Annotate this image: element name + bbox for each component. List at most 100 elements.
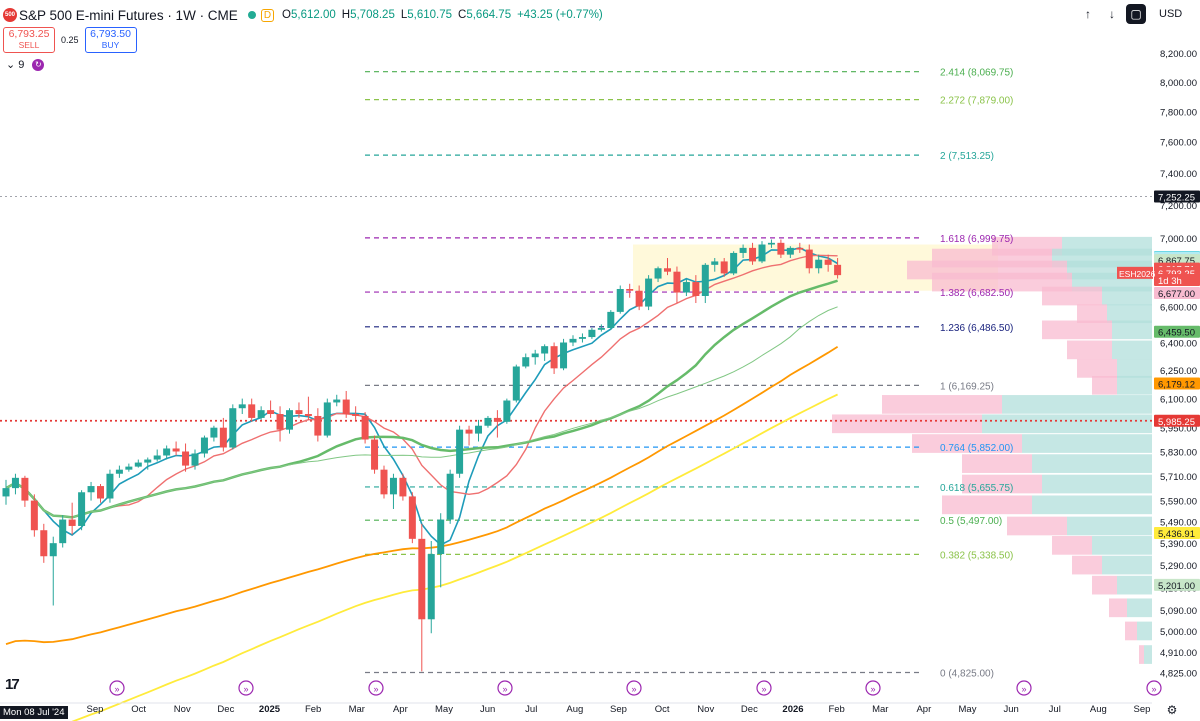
candle-body[interactable]: [257, 410, 265, 418]
candle-body[interactable]: [815, 259, 823, 269]
symbol-title[interactable]: S&P 500 E-mini Futures · 1W · CME: [19, 7, 238, 23]
candle-body[interactable]: [456, 429, 464, 474]
candle-body[interactable]: [616, 288, 624, 312]
event-marker-icon[interactable]: [109, 680, 125, 696]
candle-body[interactable]: [418, 538, 426, 620]
candle-body[interactable]: [342, 399, 350, 415]
candle-body[interactable]: [172, 448, 180, 452]
candle-body[interactable]: [635, 290, 643, 307]
candle-body[interactable]: [238, 404, 246, 409]
candle-body[interactable]: [701, 264, 709, 296]
candle-body[interactable]: [2, 488, 10, 497]
candle-body[interactable]: [229, 408, 237, 448]
candle-body[interactable]: [465, 429, 473, 434]
candle-body[interactable]: [267, 410, 275, 415]
candle-body[interactable]: [578, 337, 586, 339]
upload-icon[interactable]: ↑: [1085, 7, 1091, 21]
candle-body[interactable]: [626, 288, 634, 291]
candle-body[interactable]: [531, 353, 539, 358]
event-marker-icon[interactable]: [1146, 680, 1162, 696]
candle-body[interactable]: [560, 342, 568, 369]
settings-gear-icon[interactable]: ⚙: [1166, 703, 1178, 717]
candle-body[interactable]: [323, 402, 331, 436]
candle-body[interactable]: [399, 477, 407, 497]
candle-body[interactable]: [40, 530, 48, 557]
candle-body[interactable]: [522, 357, 530, 367]
candle-body[interactable]: [125, 466, 133, 470]
candle-body[interactable]: [512, 366, 520, 401]
tradingview-logo-icon[interactable]: 17: [5, 676, 20, 693]
download-icon[interactable]: ↓: [1109, 7, 1115, 21]
candle-body[interactable]: [777, 242, 785, 255]
event-marker-icon[interactable]: [626, 680, 642, 696]
event-marker-icon[interactable]: [865, 680, 881, 696]
candle-body[interactable]: [654, 268, 662, 279]
price-axis[interactable]: [1152, 0, 1200, 721]
candle-body[interactable]: [720, 261, 728, 274]
sync-icon[interactable]: ↻: [32, 58, 45, 71]
candle-body[interactable]: [427, 554, 435, 620]
candle-body[interactable]: [730, 252, 738, 274]
candle-body[interactable]: [550, 346, 558, 369]
candle-body[interactable]: [484, 417, 492, 426]
candle-body[interactable]: [144, 459, 152, 463]
candle-body[interactable]: [304, 414, 312, 416]
candle-body[interactable]: [295, 410, 303, 415]
candle-body[interactable]: [106, 473, 114, 499]
candle-body[interactable]: [248, 404, 256, 418]
candle-body[interactable]: [68, 519, 76, 526]
candle-body[interactable]: [210, 427, 218, 438]
candle-body[interactable]: [153, 455, 161, 460]
candle-body[interactable]: [711, 261, 719, 265]
candle-body[interactable]: [219, 427, 227, 448]
candle-body[interactable]: [49, 543, 57, 557]
fullscreen-icon[interactable]: ▢: [1126, 4, 1146, 24]
candle-body[interactable]: [749, 247, 757, 262]
candle-body[interactable]: [824, 259, 832, 265]
candle-body[interactable]: [163, 448, 171, 456]
candle-body[interactable]: [437, 519, 445, 555]
candle-body[interactable]: [115, 469, 123, 474]
candle-body[interactable]: [59, 519, 67, 544]
candle-body[interactable]: [371, 439, 379, 470]
sell-button[interactable]: 6,793.25 SELL: [3, 27, 55, 53]
candle-body[interactable]: [191, 453, 199, 466]
candle-body[interactable]: [682, 282, 690, 293]
candle-body[interactable]: [597, 327, 605, 330]
event-marker-icon[interactable]: [497, 680, 513, 696]
candle-body[interactable]: [314, 415, 322, 436]
candle-body[interactable]: [30, 500, 38, 531]
candle-body[interactable]: [692, 282, 700, 296]
candle-body[interactable]: [796, 247, 804, 250]
candle-body[interactable]: [333, 399, 341, 403]
event-marker-icon[interactable]: [1016, 680, 1032, 696]
candle-body[interactable]: [588, 329, 596, 338]
candle-body[interactable]: [446, 473, 454, 520]
candle-body[interactable]: [834, 264, 842, 276]
candle-body[interactable]: [276, 414, 284, 430]
candle-body[interactable]: [286, 410, 293, 430]
candle-body[interactable]: [645, 278, 653, 307]
candle-body[interactable]: [503, 400, 511, 422]
candle-body[interactable]: [352, 414, 360, 416]
candle-body[interactable]: [541, 346, 549, 354]
candle-body[interactable]: [739, 247, 747, 253]
candle-body[interactable]: [11, 477, 19, 489]
candle-body[interactable]: [78, 492, 86, 526]
candle-body[interactable]: [87, 486, 95, 493]
candle-body[interactable]: [200, 437, 208, 454]
candle-body[interactable]: [786, 247, 794, 255]
event-marker-icon[interactable]: [756, 680, 772, 696]
indicators-toggle[interactable]: ⌄ 9: [6, 59, 25, 71]
candle-body[interactable]: [21, 477, 29, 501]
event-marker-icon[interactable]: [368, 680, 384, 696]
candle-body[interactable]: [97, 486, 104, 499]
candle-body[interactable]: [664, 268, 671, 272]
candle-body[interactable]: [380, 469, 388, 495]
candle-body[interactable]: [767, 242, 775, 245]
candle-body[interactable]: [673, 271, 681, 293]
candle-body[interactable]: [758, 244, 766, 262]
candle-body[interactable]: [182, 451, 190, 466]
candle-body[interactable]: [408, 496, 416, 539]
candle-body[interactable]: [569, 338, 577, 343]
